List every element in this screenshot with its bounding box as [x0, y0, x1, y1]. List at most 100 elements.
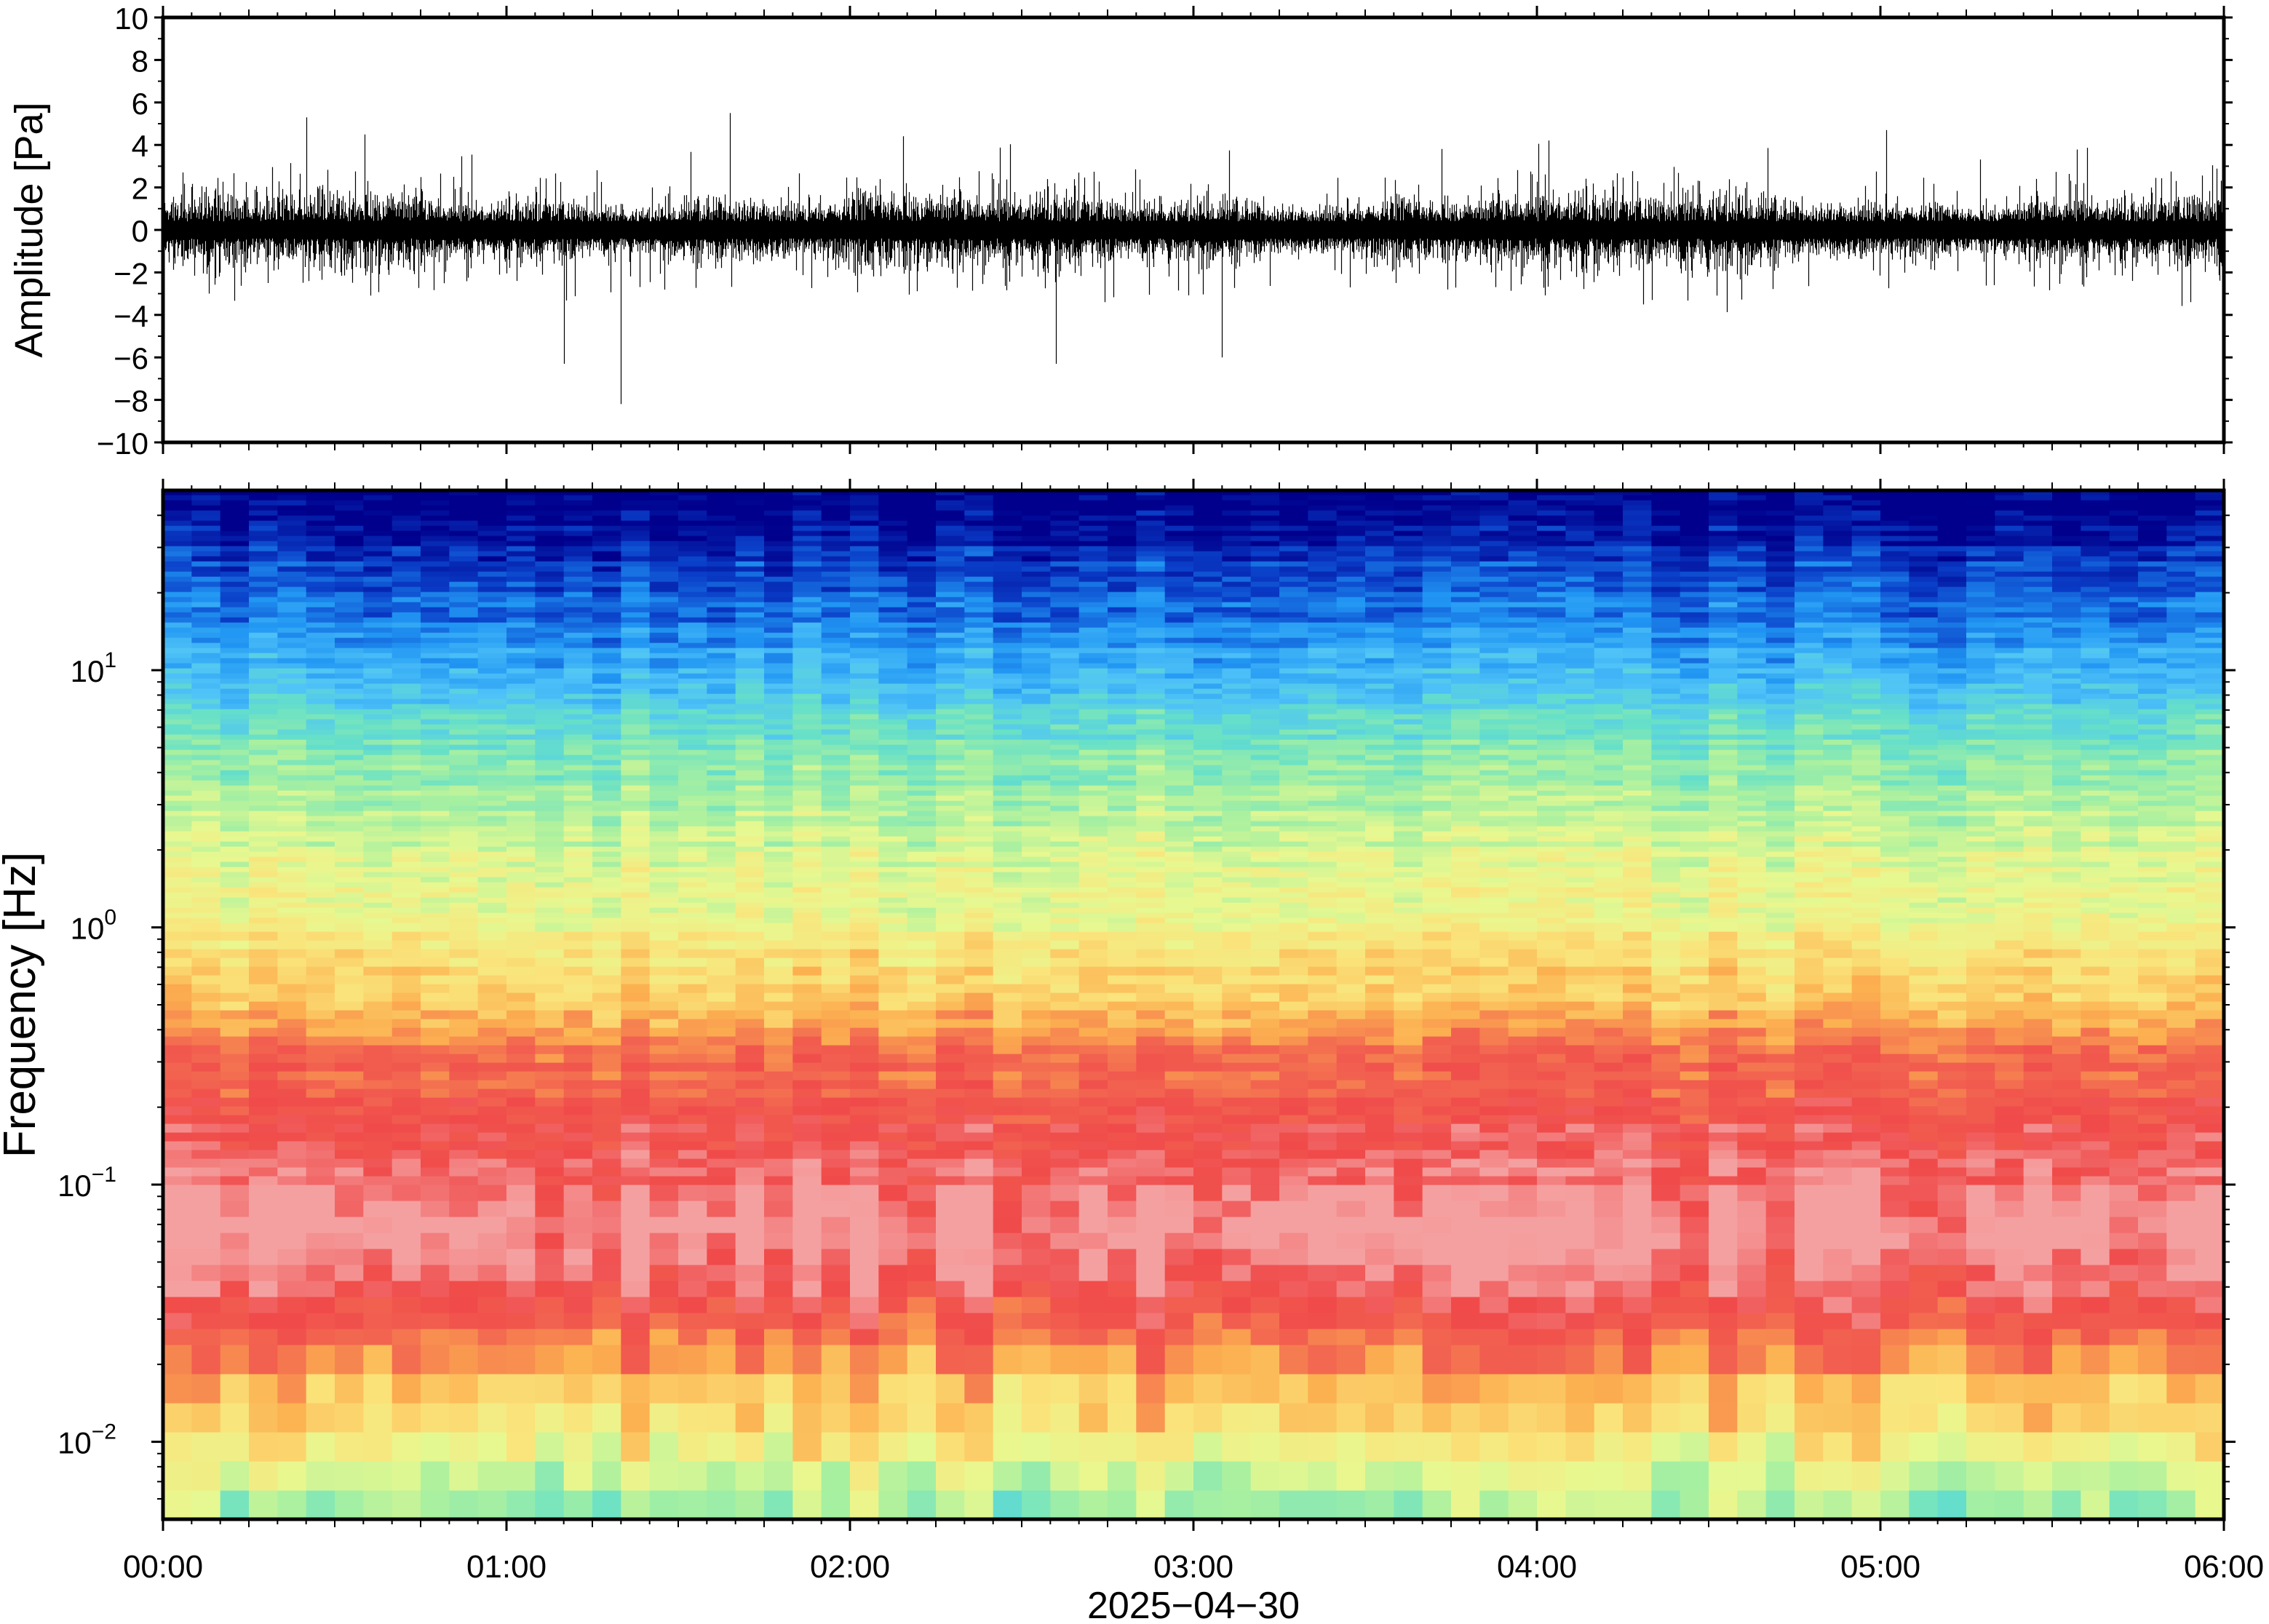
- spectrogram-cell: [1479, 831, 1509, 837]
- spectrogram-cell: [1279, 1461, 1309, 1491]
- spectrogram-cell: [1479, 1313, 1509, 1329]
- spectrogram-cell: [1823, 877, 1853, 883]
- spectrogram-cell: [163, 1329, 193, 1345]
- spectrogram-cell: [506, 918, 536, 923]
- spectrogram-cell: [1108, 831, 1137, 837]
- spectrogram-cell: [1193, 912, 1223, 918]
- spectrogram-cell: [1709, 949, 1738, 958]
- spectrogram-cell: [592, 826, 622, 832]
- spectrogram-cell: [878, 1201, 908, 1217]
- spectrogram-cell: [1851, 1010, 1881, 1019]
- spectrogram-cell: [1365, 851, 1395, 857]
- spectrogram-cell: [1279, 1403, 1309, 1433]
- spectrogram-cell: [1709, 1027, 1738, 1037]
- spectrogram-cell: [1451, 1141, 1481, 1150]
- spectrogram-cell: [1765, 1281, 1795, 1297]
- spectrogram-cell: [1078, 958, 1108, 967]
- spectrogram-cell: [1966, 949, 1996, 958]
- spectrogram-cell: [1222, 907, 1252, 913]
- spectrogram-cell: [335, 861, 365, 867]
- spectrogram-cell: [878, 1297, 908, 1313]
- spectrogram-cell: [1880, 841, 1910, 847]
- spectrogram-cell: [363, 872, 393, 877]
- spectrogram-cell: [764, 902, 794, 908]
- spectrogram-cell: [563, 846, 593, 852]
- spectrogram-cell: [1336, 1345, 1366, 1374]
- spectrogram-cell: [764, 1461, 794, 1491]
- spectrogram-cell: [392, 1217, 421, 1233]
- spectrogram-cell: [1050, 826, 1080, 832]
- spectrogram-cell: [1823, 1106, 1853, 1115]
- spectrogram-cell: [1279, 1097, 1309, 1107]
- spectrogram-cell: [1880, 931, 1910, 941]
- spectrogram-cell: [907, 1062, 937, 1072]
- spectrogram-cell: [449, 984, 479, 993]
- spectrogram-cell: [1193, 1297, 1223, 1313]
- spectrogram-cell: [249, 1403, 279, 1433]
- spectrogram-cell: [163, 1403, 193, 1433]
- spectrogram-cell: [850, 1027, 880, 1037]
- spectrogram-cell: [2166, 1080, 2196, 1089]
- spectrogram-cell: [1365, 1036, 1395, 1046]
- spectrogram-cell: [1222, 1167, 1252, 1177]
- spectrogram-cell: [1594, 1045, 1624, 1054]
- spectrogram-cell: [1765, 1490, 1795, 1519]
- spectrogram-cell: [907, 877, 937, 883]
- spectrogram-cell: [1537, 1045, 1567, 1054]
- spectrogram-cell: [1765, 826, 1795, 832]
- spectrogram-cell: [1508, 867, 1538, 872]
- spectrogram-cell: [477, 887, 507, 893]
- spectrogram-cell: [1308, 877, 1338, 883]
- spectrogram-cell: [163, 846, 193, 852]
- spectrogram-cell: [1193, 1071, 1223, 1080]
- spectrogram-cell: [1308, 861, 1338, 867]
- spectrogram-cell: [1765, 897, 1795, 903]
- spectrogram-cell: [1108, 1062, 1137, 1072]
- spectrogram-cell: [2195, 1313, 2224, 1329]
- spectrogram-cell: [535, 1265, 565, 1281]
- spectrogram-cell: [1022, 992, 1052, 1002]
- spectrogram-cell: [477, 1123, 507, 1133]
- spectrogram-cell: [678, 1403, 708, 1433]
- spectrogram-cell: [535, 867, 565, 872]
- spectrogram-cell: [1222, 1265, 1252, 1281]
- spectrogram-cell: [1995, 882, 2024, 888]
- spectrogram-cell: [1365, 907, 1395, 913]
- spectrogram-cell: [277, 1217, 307, 1233]
- spectrogram-cell: [2052, 846, 2082, 852]
- spectrogram-cell: [163, 907, 193, 913]
- spectrogram-cell: [2195, 821, 2224, 827]
- spectrogram-cell: [1709, 1019, 1738, 1028]
- spectrogram-cell: [1623, 940, 1653, 950]
- spectrogram-cell: [1995, 1490, 2024, 1519]
- spectrogram-cell: [1222, 831, 1252, 837]
- spectrogram-cell: [907, 975, 937, 984]
- spectrogram-cell: [878, 918, 908, 923]
- spectrogram-cell: [621, 1036, 651, 1046]
- spectrogram-cell: [1508, 1374, 1538, 1404]
- spectrogram-cell: [1995, 1150, 2024, 1159]
- spectrogram-cell: [563, 1345, 593, 1374]
- spectrogram-cell: [993, 1217, 1022, 1233]
- spectrogram-cell: [2166, 1019, 2196, 1028]
- spectrogram-cell: [335, 1313, 365, 1329]
- spectrogram-cell: [907, 1233, 937, 1249]
- spectrogram-cell: [1250, 940, 1280, 950]
- spectrogram-cell: [621, 826, 651, 832]
- spectrogram-cell: [1565, 931, 1595, 941]
- spectrogram-cell: [449, 851, 479, 857]
- spectrogram-cell: [1279, 882, 1309, 888]
- spectrogram-cell: [1995, 1054, 2024, 1063]
- spectrogram-cell: [306, 918, 335, 923]
- spectrogram-cell: [1823, 1329, 1853, 1345]
- spectrogram-cell: [964, 1217, 994, 1233]
- spectrogram-cell: [878, 1045, 908, 1054]
- spectrogram-cell: [964, 856, 994, 862]
- spectrogram-cell: [1279, 1233, 1309, 1249]
- spectrogram-cell: [964, 1141, 994, 1150]
- spectrogram-cell: [363, 1054, 393, 1063]
- spectrogram-cell: [1565, 1403, 1595, 1433]
- spectrogram-cell: [220, 1217, 250, 1233]
- spectrogram-cell: [1394, 1158, 1423, 1168]
- spectrogram-cell: [2166, 1432, 2196, 1462]
